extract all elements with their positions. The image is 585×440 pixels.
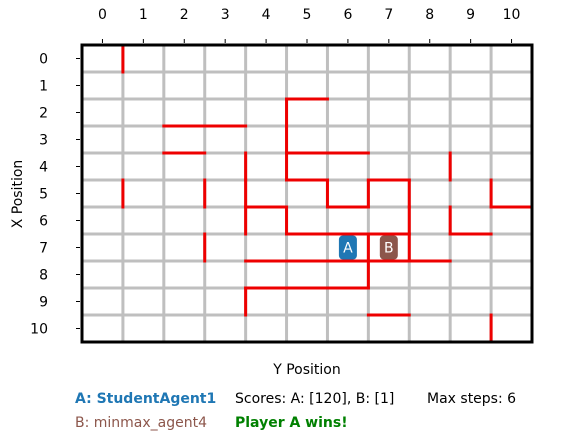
agent-a-label: A [343,241,353,257]
col-tick-label: 4 [262,7,271,23]
col-tick-label: 10 [503,7,521,23]
row-tick-label: 6 [39,214,48,230]
row-tick-label: 3 [39,133,48,149]
agent-b-label: B [384,241,394,257]
row-tick-label: 7 [39,241,48,257]
col-tick-label: 8 [425,7,434,23]
agent-b-marker [379,235,398,260]
row-tick-label: 1 [39,79,48,95]
scores-text: Scores: A: [120], B: [1] [235,391,395,407]
col-tick-label: 5 [303,7,312,23]
row-tick-label: 0 [39,52,48,68]
row-tick-label: 8 [39,268,48,284]
col-tick-label: 7 [384,7,393,23]
row-tick-label: 9 [39,295,48,311]
col-tick-label: 2 [180,7,189,23]
col-tick-label: 0 [98,7,107,23]
row-tick-label: 2 [39,106,48,122]
row-tick-label: 5 [39,187,48,203]
row-tick-label: 4 [39,160,48,176]
agent-a-marker [338,235,357,260]
agent-a-name: A: StudentAgent1 [75,391,217,407]
walls [121,43,534,344]
result-text: Player A wins! [235,415,348,431]
row-tick-label: 10 [30,322,48,338]
y-axis-label: X Position [10,160,26,229]
x-axis-label: Y Position [272,362,341,378]
board-border [80,43,534,344]
axis-ticks: 0 1 2 3 4 5 6 7 8 9 10 0 1 2 3 4 5 6 7 8 9 10 [30,7,520,338]
col-tick-label: 9 [466,7,475,23]
grid-lines [82,45,532,342]
max-steps-text: Max steps: 6 [427,391,517,407]
col-tick-label: 3 [221,7,230,23]
col-tick-label: 1 [139,7,148,23]
col-tick-label: 6 [343,7,352,23]
agent-b-name: B: minmax_agent4 [75,415,208,431]
